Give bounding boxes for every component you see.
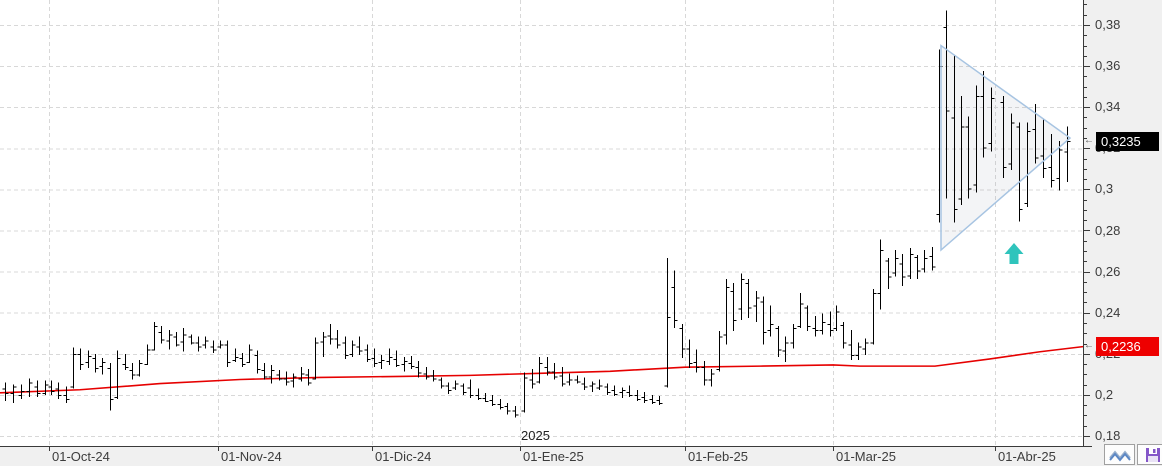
- y-axis-label: 0,18: [1095, 428, 1121, 443]
- x-axis-label: 01-Ene-25: [523, 449, 584, 464]
- up-arrow-icon: [1004, 243, 1024, 264]
- chart-style-button[interactable]: [1104, 444, 1135, 465]
- ohlc-bars: [2, 10, 1071, 418]
- current-price-marker: 0,3235: [1096, 131, 1159, 151]
- y-axis-label: 0,36: [1095, 58, 1121, 74]
- moving-average-line: [0, 345, 1084, 394]
- floppy-disk-icon: [1145, 447, 1161, 463]
- y-axis-label: 0,2: [1095, 386, 1114, 402]
- average-price-marker: 0,2236: [1096, 336, 1159, 356]
- triangle-pattern-fill: [941, 45, 1070, 251]
- x-axis-label: 01-Mar-25: [836, 449, 896, 464]
- y-axis-label: 0,26: [1095, 263, 1121, 279]
- y-axis-label: 0,28: [1095, 222, 1121, 238]
- right-axis-panel: [1084, 0, 1162, 466]
- x-axis-label: 01-Feb-25: [688, 449, 748, 464]
- save-button[interactable]: [1137, 444, 1162, 465]
- y-axis-label: 0,3: [1095, 181, 1114, 197]
- x-axis-label: 01-Dic-24: [375, 449, 432, 464]
- gridlines: [0, 0, 1083, 446]
- y-axis-label: 0,24: [1095, 304, 1121, 320]
- zigzag-line-icon: [1108, 448, 1131, 462]
- average-price-pointer-icon: ←: [1084, 340, 1094, 352]
- x-axis-label: 01-Abr-25: [998, 449, 1056, 464]
- x-axis-label: 01-Oct-24: [52, 449, 110, 464]
- y-axis-label: 0,34: [1095, 99, 1121, 115]
- current-price-pointer-icon: ←: [1084, 135, 1094, 147]
- bottom-axis-panel: [0, 447, 1162, 466]
- x-axis-label: 01-Nov-24: [221, 449, 282, 464]
- y-axis-label: 0,38: [1095, 17, 1121, 32]
- axes: [0, 0, 1092, 451]
- year-label: 2025: [521, 428, 550, 443]
- triangle-pattern-outline: [940, 44, 1072, 252]
